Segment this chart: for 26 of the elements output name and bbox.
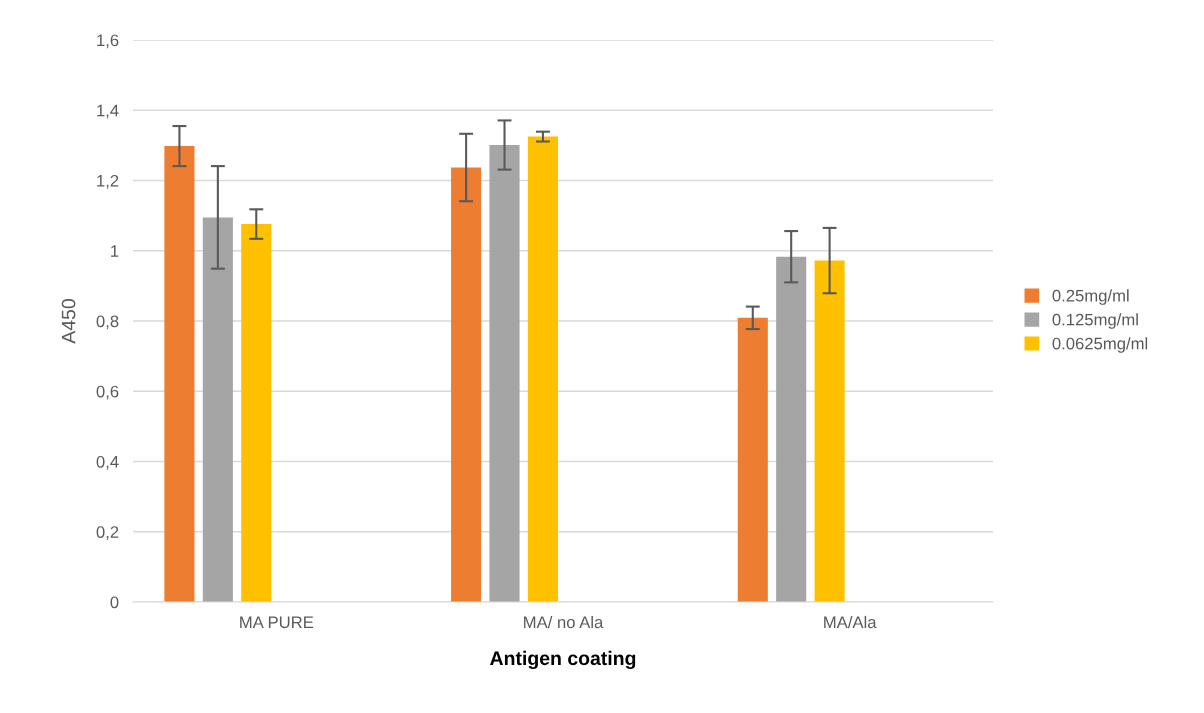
bar [814,260,845,602]
y-axis-title: A450 [61,299,76,344]
x-tick-label: MA PURE [240,616,314,629]
legend-label: 0.125mg/ml [1052,313,1138,329]
bar [451,167,482,602]
x-tick-label: MA/ no Ala [524,615,604,629]
bar [202,217,233,602]
y-tick-label: 1,4 [97,104,119,119]
y-tick-label: 1,2 [97,174,119,189]
y-tick-label: 0,2 [96,526,119,540]
legend-label: 0.0625mg/ml [1052,337,1148,353]
bar [737,317,768,602]
bar [776,256,807,602]
y-tick-label: 1,6 [97,34,119,49]
y-tick-label: 1 [111,245,119,257]
x-tick-label: MA/Ala [824,615,877,629]
x-axis-title: Antigen coating [490,650,636,670]
y-tick-label: 0,8 [96,315,119,330]
y-tick-label: 0,6 [96,385,119,400]
legend-label: 0.25mg/ml [1052,289,1129,305]
y-tick-label: 0 [110,596,119,609]
bar [241,224,272,602]
y-tick-label: 0,4 [96,455,119,470]
bar [164,146,195,602]
bar [527,136,558,602]
bar [489,145,520,602]
